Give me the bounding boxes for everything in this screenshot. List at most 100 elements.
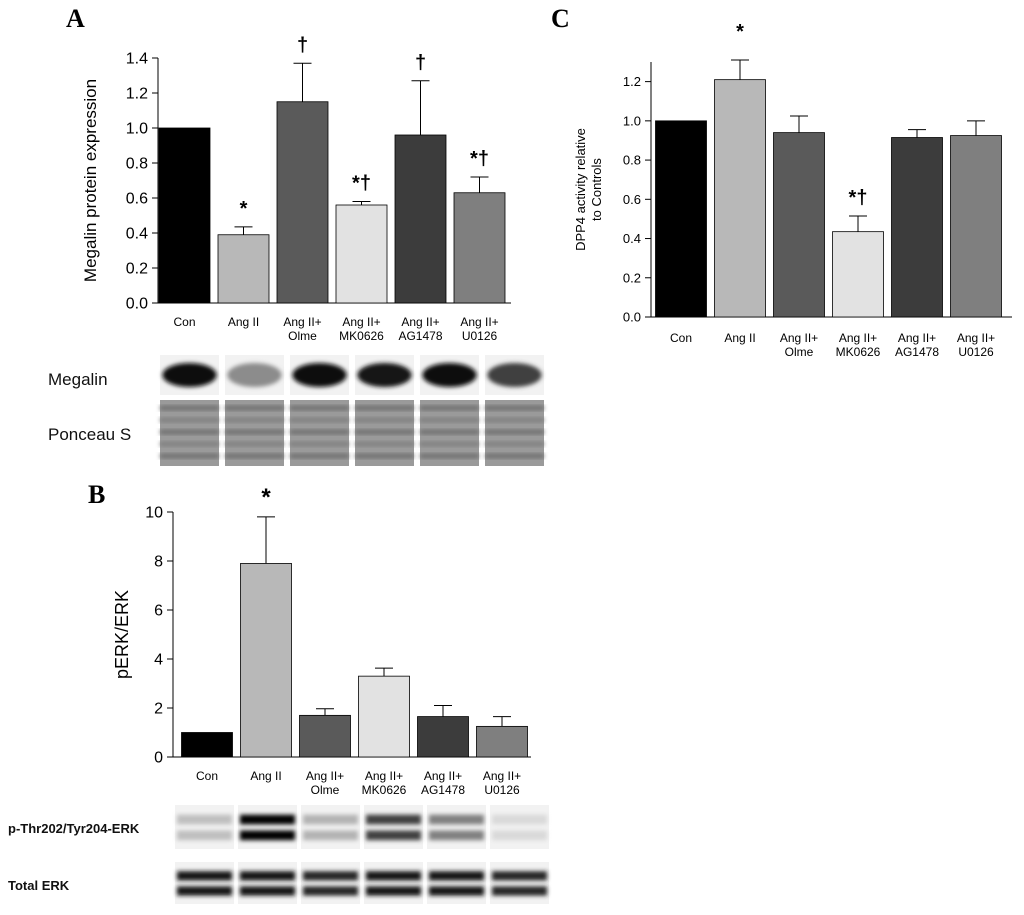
- y-tick-label: 10: [145, 505, 163, 522]
- blots-panel-a: Megalin Ponceau S: [48, 355, 544, 466]
- y-tick-label: 0.0: [126, 296, 148, 313]
- blot-band-upper-1-4: [429, 871, 484, 881]
- y-tick-label: 4: [154, 652, 163, 669]
- ponceau-stripe-3-0: [355, 406, 414, 410]
- category-label-5: Ang II+: [483, 769, 521, 783]
- blot-band-0-0: [162, 363, 217, 387]
- blot-band-lower-0-2: [303, 830, 358, 841]
- category-label-3: MK0626: [836, 345, 881, 359]
- category-label-3: MK0626: [339, 329, 384, 343]
- category-label-5: Ang II+: [460, 315, 498, 329]
- blot-band-upper-1-3: [366, 871, 421, 881]
- ponceau-stripe-0-2: [160, 430, 219, 434]
- y-tick-label: 0.2: [623, 270, 641, 285]
- bar-2: [276, 101, 329, 304]
- chart-dpp4-activity: 0.0 0.2 0.4 0.6 0.8 1.0 1.2 DPP4 activity relat…: [573, 21, 1012, 359]
- panel-letter-c: C: [551, 4, 570, 33]
- blot-lane-0-5: [490, 805, 549, 849]
- category-label-1: Ang II: [250, 769, 281, 783]
- ponceau-stripe-1-2: [225, 430, 284, 434]
- blot-band-lower-1-4: [429, 886, 484, 896]
- blot-band-0-5: [487, 363, 542, 387]
- blot-lane-1-1: [238, 862, 297, 904]
- blot-band-lower-1-5: [492, 886, 547, 896]
- blot-band-upper-1-2: [303, 871, 358, 881]
- blot-label-1: Ponceau S: [48, 425, 131, 444]
- ponceau-stripe-0-0: [160, 406, 219, 410]
- blot-band-lower-0-0: [177, 830, 232, 841]
- blot-band-lower-1-1: [240, 886, 295, 896]
- bar-0: [181, 732, 233, 758]
- blot-band-upper-0-0: [177, 814, 232, 825]
- category-label-0: Con: [196, 769, 218, 783]
- y-axis-label: Megalin protein expression: [81, 79, 100, 282]
- ponceau-stripe-4-0: [420, 406, 479, 410]
- bar-1: [714, 79, 766, 318]
- blot-lane-1-2: [301, 862, 360, 904]
- blot-lane-1-5: [490, 862, 549, 904]
- bar-2: [773, 132, 825, 318]
- significance-mark-1: *: [736, 21, 744, 43]
- blot-band-0-4: [422, 363, 477, 387]
- bar-1: [217, 234, 270, 304]
- category-label-3: MK0626: [362, 783, 407, 797]
- category-label-2: Ang II+: [780, 331, 818, 345]
- category-label-3: Ang II+: [365, 769, 403, 783]
- blot-band-upper-0-4: [429, 814, 484, 825]
- y-tick-label: 0.4: [126, 226, 148, 243]
- ponceau-stripe-3-2: [355, 430, 414, 434]
- blot-band-upper-0-2: [303, 814, 358, 825]
- category-label-4: AG1478: [421, 783, 465, 797]
- blot-lane-0-1: [238, 805, 297, 849]
- category-label-0: Con: [670, 331, 692, 345]
- bar-3: [358, 675, 410, 758]
- category-label-5: U0126: [484, 783, 520, 797]
- category-label-1: Ang II: [228, 315, 259, 329]
- blot-lane-0-3: [364, 805, 423, 849]
- ponceau-stripe-3-1: [355, 418, 414, 422]
- blot-lane-1-4: [427, 862, 486, 904]
- blot-band-lower-0-3: [366, 830, 421, 841]
- y-axis-label-line2: to Controls: [589, 158, 604, 221]
- significance-mark-3: *†: [352, 173, 371, 195]
- blot-band-upper-1-5: [492, 871, 547, 881]
- ponceau-stripe-5-4: [485, 454, 544, 458]
- blot-band-lower-0-5: [492, 830, 547, 841]
- blot-label-0: Megalin: [48, 370, 108, 389]
- ponceau-stripe-5-2: [485, 430, 544, 434]
- bar-5: [453, 192, 506, 304]
- significance-mark-3: *†: [849, 187, 868, 209]
- ponceau-stripe-2-1: [290, 418, 349, 422]
- category-label-0: Con: [173, 315, 195, 329]
- blot-lane-0-0: [175, 805, 234, 849]
- category-label-2: Ang II+: [306, 769, 344, 783]
- blot-band-lower-0-4: [429, 830, 484, 841]
- bar-5: [950, 135, 1002, 318]
- y-tick-label: 1.2: [623, 74, 641, 89]
- blot-band-lower-1-3: [366, 886, 421, 896]
- category-label-2: Olme: [311, 783, 340, 797]
- significance-mark-2: †: [297, 34, 308, 56]
- significance-mark-4: †: [415, 52, 426, 74]
- panel-letter-a: A: [66, 4, 85, 33]
- blot-band-lower-0-1: [240, 830, 295, 841]
- y-tick-label: 0.0: [623, 310, 641, 325]
- blot-label-0: p-Thr202/Tyr204-ERK: [8, 821, 140, 836]
- y-tick-label: 0.8: [623, 153, 641, 168]
- ponceau-stripe-2-3: [290, 442, 349, 446]
- ponceau-stripe-0-1: [160, 418, 219, 422]
- bar-2: [299, 714, 351, 758]
- blot-lane-0-2: [301, 805, 360, 849]
- ponceau-stripe-0-3: [160, 442, 219, 446]
- bar-4: [891, 137, 943, 318]
- ponceau-stripe-2-4: [290, 454, 349, 458]
- bar-3: [832, 231, 884, 318]
- category-label-3: Ang II+: [342, 315, 380, 329]
- category-label-4: Ang II+: [424, 769, 462, 783]
- blot-label-1: Total ERK: [8, 878, 70, 893]
- blot-band-lower-1-2: [303, 886, 358, 896]
- blot-lane-0-4: [427, 805, 486, 849]
- bar-0: [158, 127, 211, 304]
